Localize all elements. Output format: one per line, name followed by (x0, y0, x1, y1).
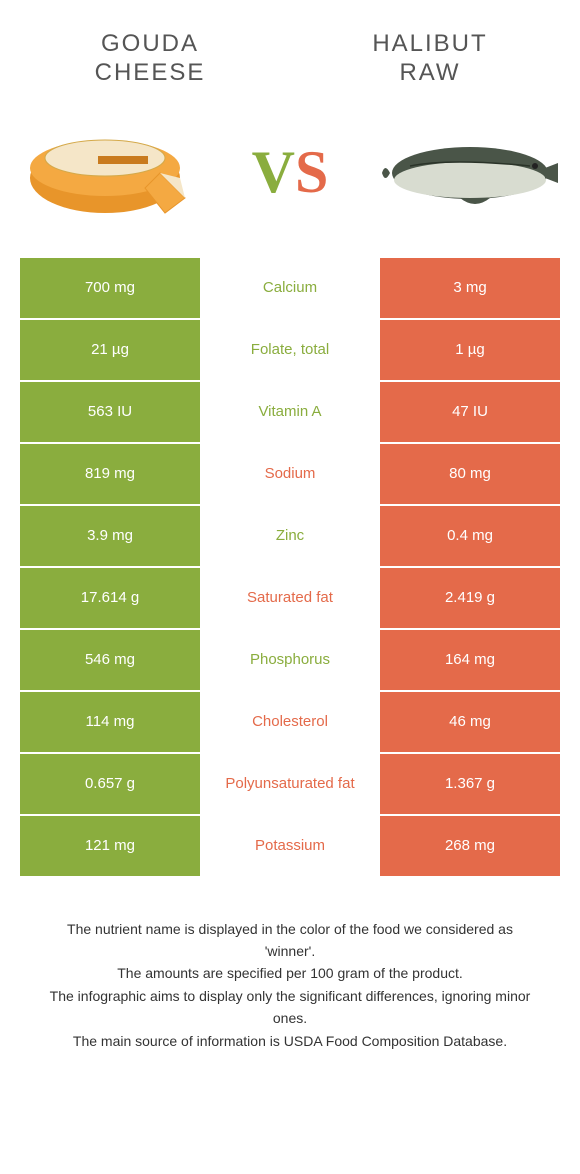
nutrient-name: Polyunsaturated fat (200, 754, 380, 814)
left-value: 819 mg (20, 444, 200, 504)
table-row: 700 mgCalcium3 mg (20, 258, 560, 318)
left-title-line1: GOUDA (50, 30, 250, 59)
right-value: 164 mg (380, 630, 560, 690)
table-row: 21 µgFolate, total1 µg (20, 320, 560, 380)
right-title-line2: RAW (330, 59, 530, 88)
left-value: 700 mg (20, 258, 200, 318)
right-value: 0.4 mg (380, 506, 560, 566)
right-title-line1: HALIBUT (330, 30, 530, 59)
right-value: 3 mg (380, 258, 560, 318)
titles-row: GOUDA CHEESE HALIBUT RAW (0, 0, 580, 108)
left-value: 563 IU (20, 382, 200, 442)
footnotes: The nutrient name is displayed in the co… (0, 878, 580, 1052)
right-food-title: HALIBUT RAW (330, 30, 530, 88)
vs-v: V (252, 139, 295, 205)
footnote-line: The nutrient name is displayed in the co… (40, 918, 540, 963)
nutrient-name: Cholesterol (200, 692, 380, 752)
nutrient-name: Zinc (200, 506, 380, 566)
right-value: 1.367 g (380, 754, 560, 814)
table-row: 563 IUVitamin A47 IU (20, 382, 560, 442)
nutrient-name: Sodium (200, 444, 380, 504)
left-food-title: GOUDA CHEESE (50, 30, 250, 88)
right-value: 47 IU (380, 382, 560, 442)
cheese-icon (20, 118, 200, 228)
nutrient-name: Calcium (200, 258, 380, 318)
right-value: 1 µg (380, 320, 560, 380)
footnote-line: The main source of information is USDA F… (40, 1030, 540, 1052)
left-value: 546 mg (20, 630, 200, 690)
right-value: 80 mg (380, 444, 560, 504)
nutrient-name: Potassium (200, 816, 380, 876)
left-value: 21 µg (20, 320, 200, 380)
left-value: 121 mg (20, 816, 200, 876)
table-row: 121 mgPotassium268 mg (20, 816, 560, 876)
left-value: 17.614 g (20, 568, 200, 628)
table-row: 0.657 gPolyunsaturated fat1.367 g (20, 754, 560, 814)
left-value: 114 mg (20, 692, 200, 752)
table-row: 546 mgPhosphorus164 mg (20, 630, 560, 690)
vs-s: S (295, 139, 328, 205)
table-row: 17.614 gSaturated fat2.419 g (20, 568, 560, 628)
fish-icon (380, 118, 560, 228)
nutrient-name: Phosphorus (200, 630, 380, 690)
left-value: 3.9 mg (20, 506, 200, 566)
left-value: 0.657 g (20, 754, 200, 814)
table-row: 819 mgSodium80 mg (20, 444, 560, 504)
right-value: 268 mg (380, 816, 560, 876)
images-row: VS (0, 108, 580, 258)
nutrient-name: Folate, total (200, 320, 380, 380)
vs-label: VS (252, 138, 329, 207)
table-row: 114 mgCholesterol46 mg (20, 692, 560, 752)
footnote-line: The amounts are specified per 100 gram o… (40, 962, 540, 984)
nutrient-name: Saturated fat (200, 568, 380, 628)
right-value: 46 mg (380, 692, 560, 752)
left-title-line2: CHEESE (50, 59, 250, 88)
nutrient-name: Vitamin A (200, 382, 380, 442)
nutrient-table: 700 mgCalcium3 mg21 µgFolate, total1 µg5… (0, 258, 580, 876)
right-value: 2.419 g (380, 568, 560, 628)
footnote-line: The infographic aims to display only the… (40, 985, 540, 1030)
table-row: 3.9 mgZinc0.4 mg (20, 506, 560, 566)
